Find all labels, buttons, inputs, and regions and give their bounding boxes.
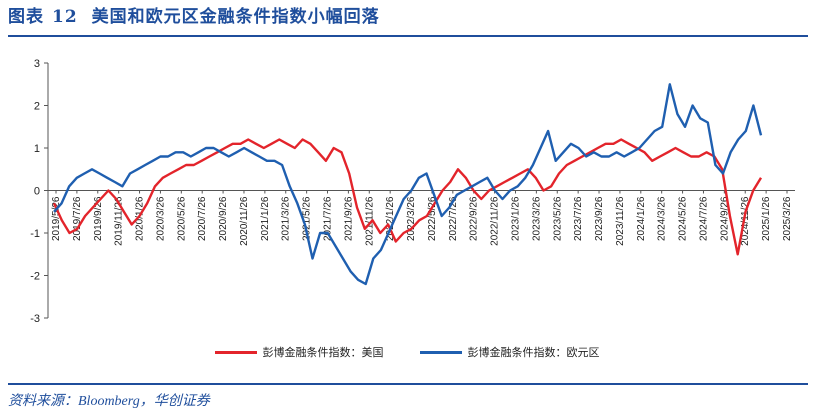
legend-swatch-us	[214, 350, 257, 354]
x-tick-label: 2020/11/26	[239, 196, 250, 246]
y-tick-label: 0	[34, 186, 40, 198]
x-tick-label: 2023/3/26	[531, 196, 542, 241]
x-tick-label: 2021/11/26	[364, 196, 375, 246]
x-tick-label: 2022/3/26	[406, 196, 417, 241]
x-tick-label: 2020/1/26	[135, 196, 146, 241]
series-line-us	[52, 138, 763, 256]
x-tick-label: 2023/1/26	[510, 196, 521, 241]
y-tick-label: 1	[34, 143, 40, 155]
x-tick-label: 2025/1/26	[761, 196, 772, 241]
x-tick-label: 2025/3/26	[782, 196, 793, 241]
legend-item-us: 彭博金融条件指数：美国	[214, 344, 384, 360]
x-tick-label: 2021/3/26	[281, 196, 292, 241]
x-tick-label: 2022/1/26	[385, 196, 396, 241]
chart-series	[52, 83, 763, 286]
figure-label: 图表	[8, 7, 44, 27]
x-tick-label: 2020/5/26	[176, 196, 187, 241]
x-tick-label: 2023/9/26	[594, 196, 605, 241]
x-tick-label: 2021/9/26	[343, 196, 354, 241]
x-tick-label: 2023/7/26	[573, 196, 584, 241]
y-tick-label: 3	[34, 58, 40, 70]
top-divider	[8, 35, 808, 37]
x-tick-label: 2021/7/26	[323, 196, 334, 241]
x-tick-label: 2024/1/26	[636, 196, 647, 241]
x-tick-label: 2021/1/26	[260, 196, 271, 241]
x-tick-label: 2023/5/26	[552, 196, 563, 241]
bottom-divider	[8, 383, 808, 385]
x-axis-ticks: 2019/5/26 2019/7/26 2019/9/26 2019/11/26 202…	[51, 190, 793, 246]
x-tick-label: 2020/9/26	[218, 196, 229, 241]
x-tick-label: 2024/5/26	[678, 196, 689, 241]
legend-label-us: 彭博金融条件指数：美国	[262, 346, 384, 359]
x-tick-label: 2022/11/26	[490, 196, 501, 246]
series-line-eurozone	[53, 83, 763, 286]
y-axis-ticks: 3 2 1 0 -1 -2 -3	[30, 58, 48, 325]
x-tick-label: 2023/11/26	[615, 196, 626, 246]
x-tick-label: 2024/9/26	[719, 196, 730, 241]
y-tick-label: 2	[34, 101, 40, 113]
source-note: 资料来源：Bloomberg，华创证券	[8, 394, 210, 409]
figure-title: 美国和欧元区金融条件指数小幅回落	[91, 7, 380, 27]
legend-label-eu: 彭博金融条件指数：欧元区	[467, 346, 600, 359]
x-tick-label: 2022/9/26	[469, 196, 480, 241]
figure-number: 12	[52, 7, 78, 27]
x-tick-label: 2020/7/26	[197, 196, 208, 241]
y-tick-label: -2	[30, 271, 40, 283]
x-tick-label: 2024/7/26	[698, 196, 709, 241]
x-tick-label: 2019/7/26	[72, 196, 83, 241]
x-tick-label: 2022/5/26	[427, 196, 438, 241]
y-tick-label: -1	[30, 228, 40, 240]
legend-item-eu: 彭博金融条件指数：欧元区	[419, 344, 600, 360]
y-tick-label: -3	[30, 313, 40, 325]
chart-title: 图表 12 美国和欧元区金融条件指数小幅回落	[8, 2, 380, 27]
x-tick-label: 2019/5/26	[51, 196, 62, 241]
x-tick-label: 2019/11/26	[114, 196, 125, 246]
x-tick-label: 2019/9/26	[93, 196, 104, 241]
legend-swatch-eu	[419, 350, 462, 354]
x-tick-label: 2024/11/26	[740, 196, 751, 246]
x-tick-label: 2024/3/26	[657, 196, 668, 241]
x-tick-label: 2022/7/26	[448, 196, 459, 241]
chart-legend: 彭博金融条件指数：美国 彭博金融条件指数：欧元区	[0, 344, 814, 360]
x-tick-label: 2020/3/26	[155, 196, 166, 241]
x-tick-label: 2021/5/26	[302, 196, 313, 241]
